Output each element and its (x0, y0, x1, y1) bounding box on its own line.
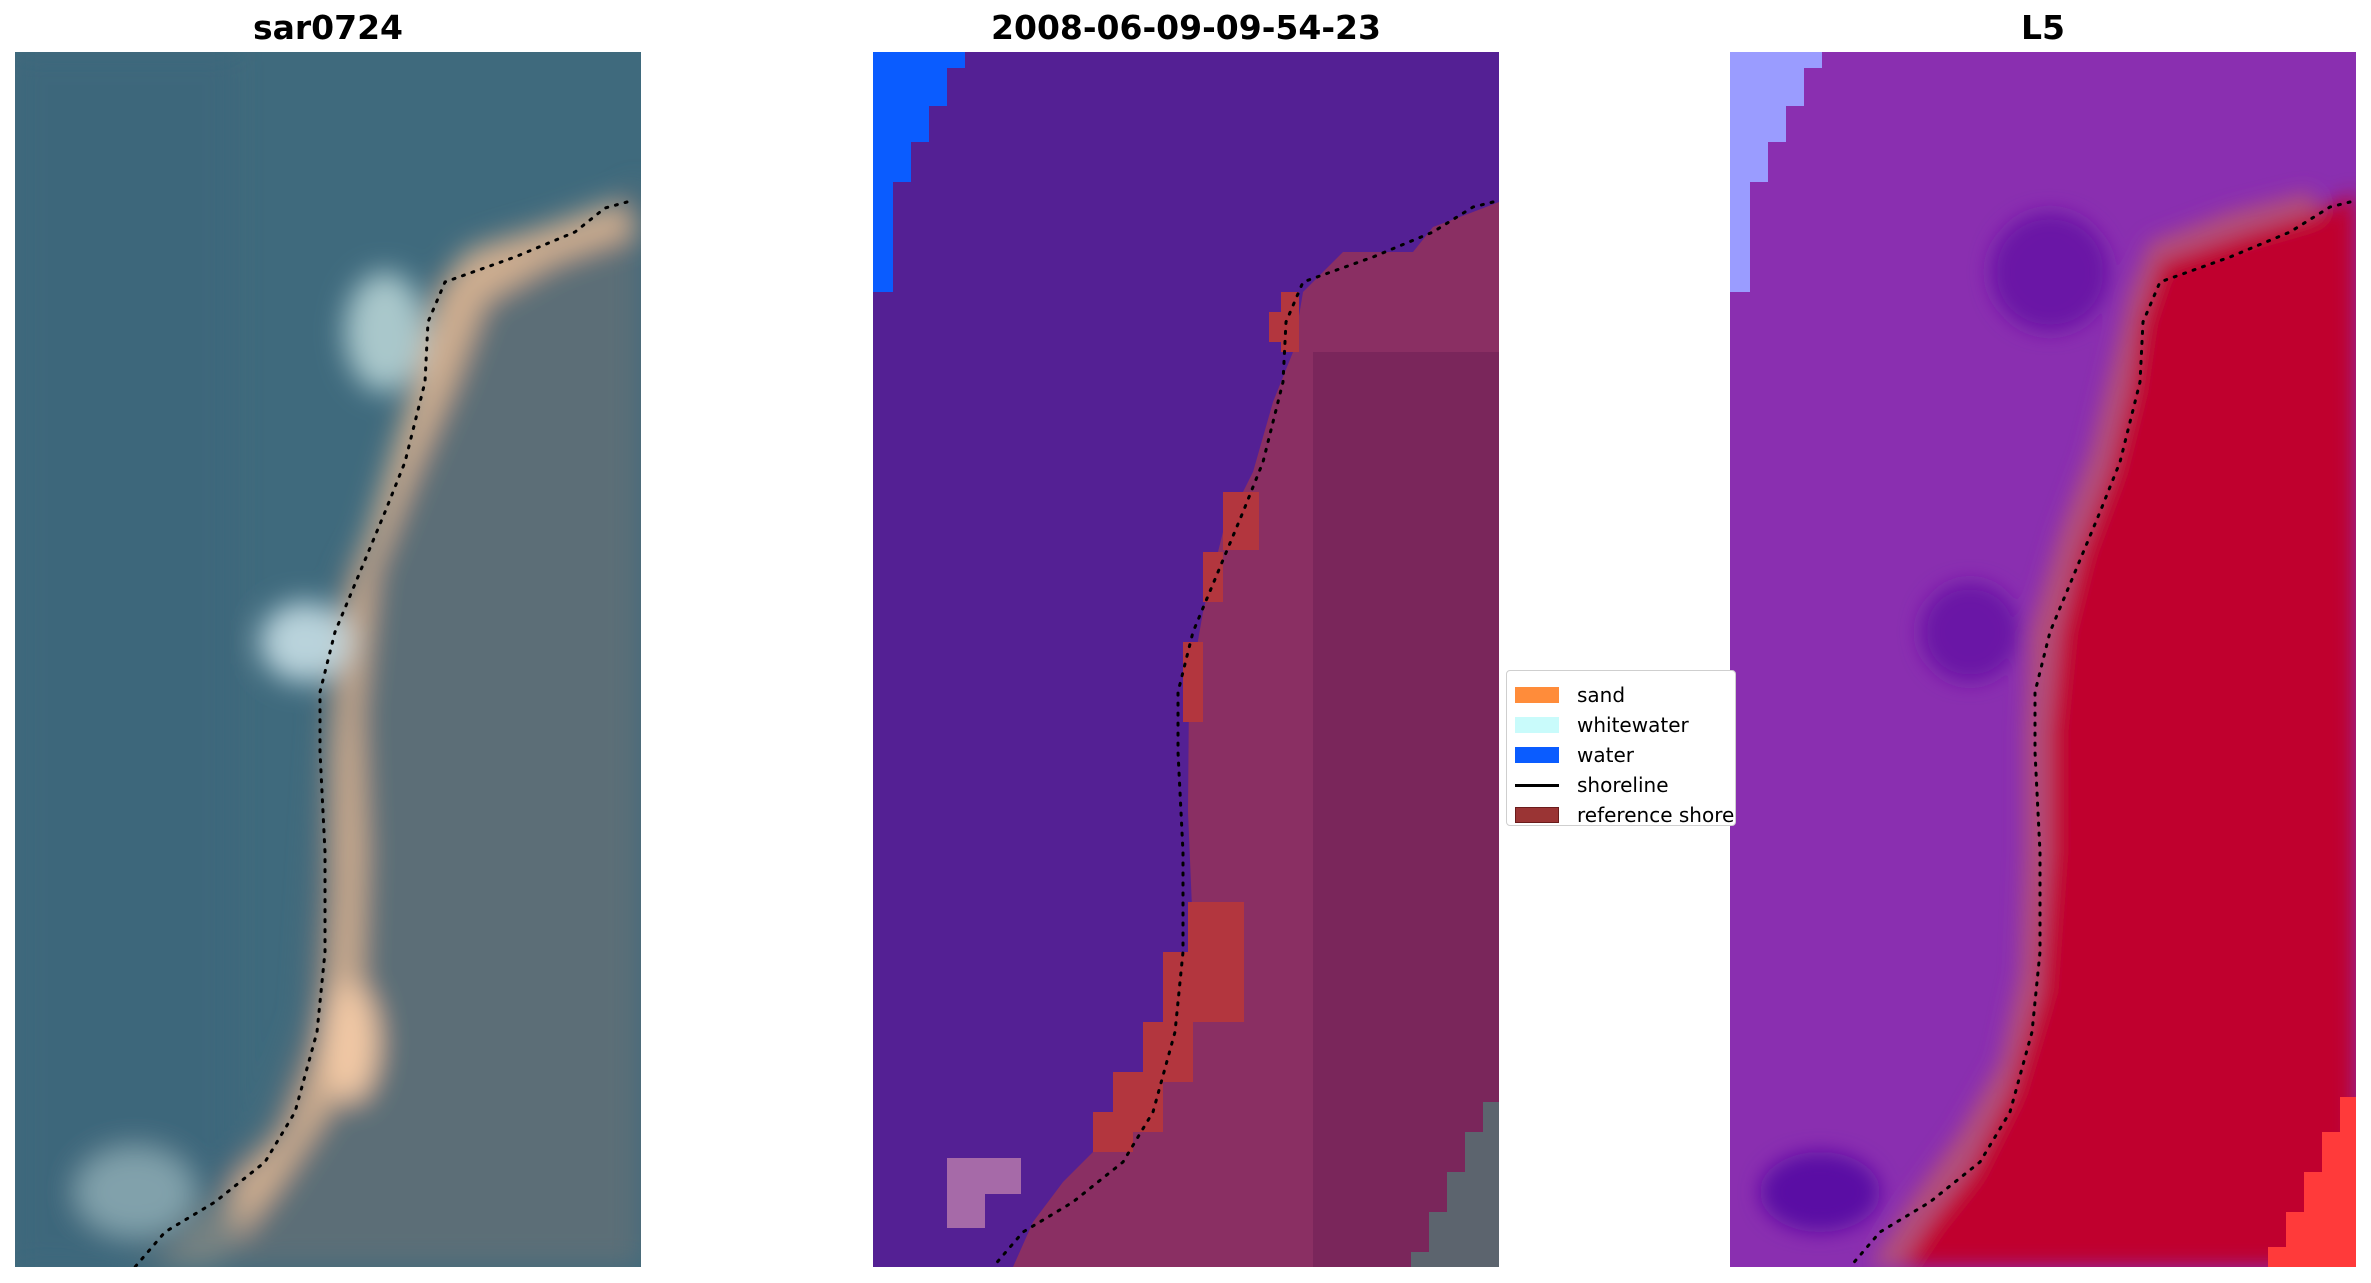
legend-swatch-reference-shoreline (1515, 807, 1559, 823)
legend-swatch-whitewater (1515, 717, 1559, 733)
classified-image-panel (873, 52, 1499, 1267)
legend-swatch-sand (1515, 687, 1559, 703)
legend-item-water: water (1515, 740, 1634, 770)
panel-title-classified: 2008-06-09-09-54-23 (991, 8, 1381, 47)
legend-label-shoreline: shoreline (1577, 773, 1669, 797)
rgb-image-panel (15, 52, 641, 1267)
reference-shoreline-pixels (1093, 292, 1299, 1152)
legend-item-sand: sand (1515, 680, 1625, 710)
legend-label-sand: sand (1577, 683, 1626, 707)
panel-title-index: L5 (2021, 8, 2065, 47)
rgb-shoreline (133, 200, 629, 1267)
legend-item-reference-shoreline: reference shoreline (1515, 800, 1735, 826)
index-shoreline (1848, 200, 2352, 1267)
rgb-image (15, 52, 641, 1267)
index-image-panel (1730, 52, 2356, 1267)
legend-label-whitewater: whitewater (1577, 713, 1689, 737)
classified-shoreline (991, 200, 1495, 1267)
legend-swatch-water (1515, 747, 1559, 763)
legend-line-shoreline (1515, 783, 1559, 787)
legend-item-shoreline: shoreline (1515, 770, 1669, 800)
panel-title-rgb: sar0724 (252, 8, 404, 47)
legend: sand whitewater water shoreline referenc… (1506, 670, 1736, 826)
legend-label-reference-shoreline: reference shoreline (1577, 803, 1735, 826)
legend-label-water: water (1577, 743, 1634, 767)
index-image (1730, 52, 2356, 1267)
classified-image (873, 52, 1499, 1267)
legend-item-whitewater: whitewater (1515, 710, 1689, 740)
